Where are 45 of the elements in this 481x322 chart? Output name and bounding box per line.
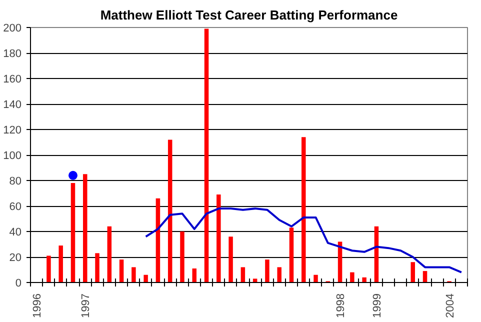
y-tick-label: 100 — [3, 150, 22, 162]
y-tick-label: 200 — [3, 22, 22, 34]
y-tick-label: 20 — [9, 252, 22, 264]
bar — [180, 232, 184, 282]
bar — [204, 28, 209, 282]
bar — [156, 198, 160, 282]
bar — [83, 174, 88, 282]
bar — [228, 236, 233, 282]
bar — [58, 246, 63, 282]
y-tick-label: 140 — [3, 99, 22, 111]
bar — [192, 268, 196, 282]
bar — [132, 267, 136, 282]
bar — [144, 274, 148, 282]
chart-title: Matthew Elliott Test Career Batting Performance — [100, 8, 398, 22]
bar — [70, 183, 76, 282]
bar — [119, 260, 124, 282]
x-tick-label: 2004 — [444, 293, 456, 318]
x-tick-label: 1999 — [371, 293, 384, 318]
bar — [289, 228, 294, 282]
bar — [168, 140, 172, 282]
y-tick-label: 80 — [9, 176, 22, 188]
bar — [422, 271, 428, 282]
y-tick-label: 160 — [3, 74, 22, 86]
x-tick-label: 1996 — [32, 293, 44, 318]
bar — [314, 274, 318, 282]
x-tick-label: 1997 — [80, 293, 92, 318]
bar — [374, 226, 379, 282]
y-tick-label: 60 — [9, 201, 22, 213]
bar — [107, 226, 112, 282]
bar — [350, 272, 354, 282]
x-tick-label: 1998 — [335, 293, 348, 318]
bar — [46, 256, 51, 282]
y-tick-label: 180 — [3, 48, 22, 60]
bar — [216, 194, 221, 282]
y-tick-label: 120 — [3, 124, 22, 136]
y-tick-label: 40 — [9, 226, 22, 238]
bar — [410, 262, 415, 282]
bar — [362, 277, 366, 282]
bar — [265, 260, 270, 282]
bar — [240, 267, 246, 282]
bar — [277, 267, 282, 282]
line-series — [144, 208, 462, 274]
bar — [95, 253, 100, 282]
y-tick-label: 0 — [15, 278, 22, 290]
bar — [302, 137, 306, 282]
